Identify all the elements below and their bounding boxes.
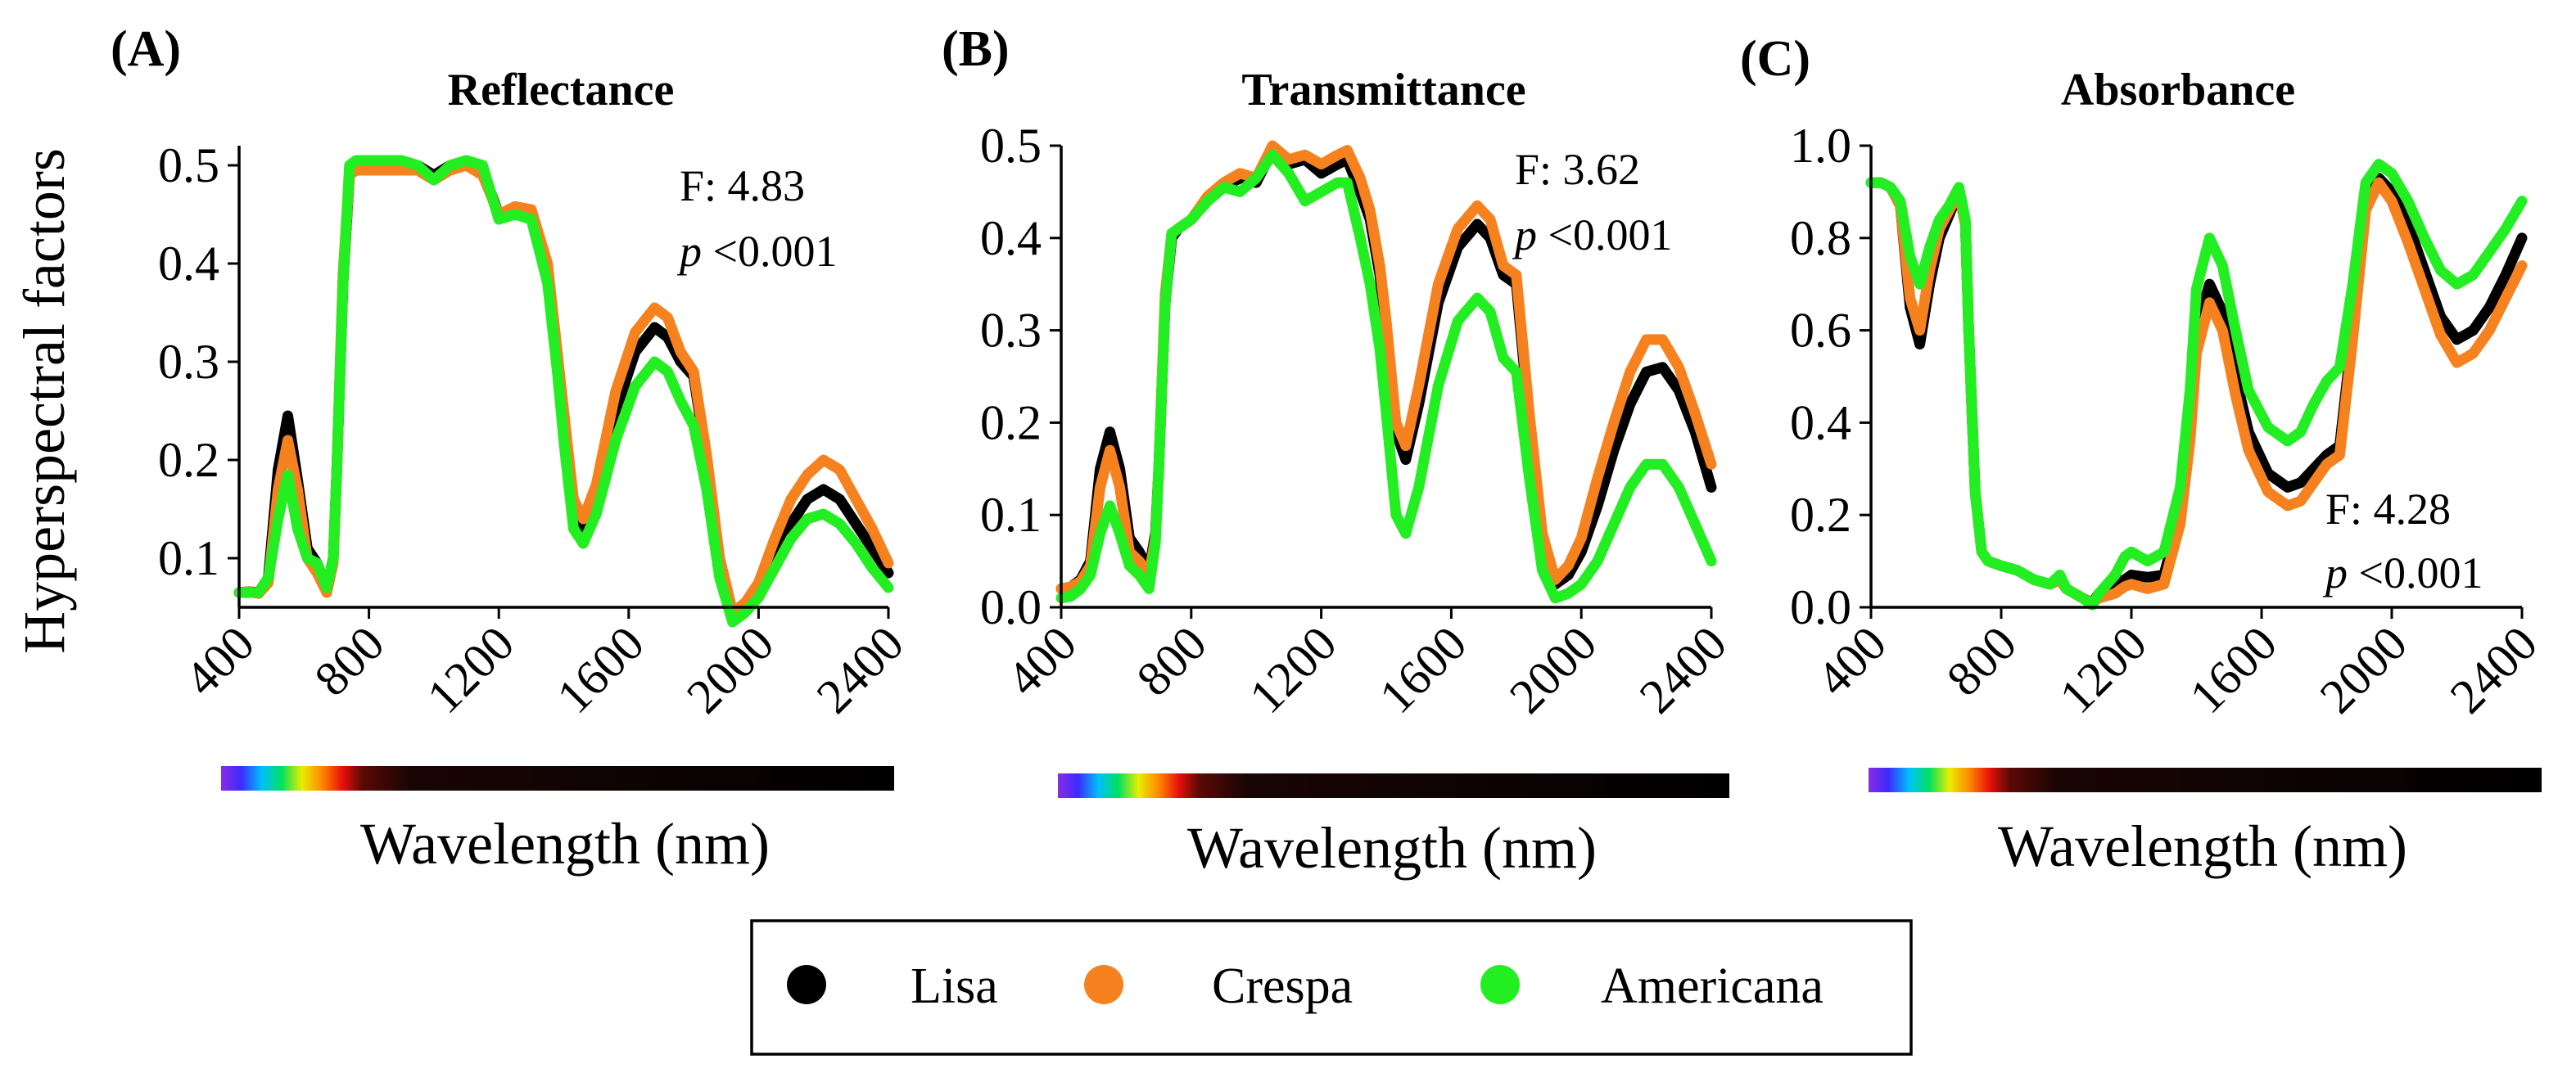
series-line-crespa [1055, 140, 1717, 594]
x-axis-title: Wavelength (nm) [1187, 815, 1597, 881]
y-tick-label: 0.5 [158, 138, 219, 192]
legend-marker-lisa [787, 965, 826, 1004]
spectrum-bar [221, 766, 894, 791]
legend-label-americana: Americana [1601, 958, 1824, 1014]
y-tick-label: 0.0 [980, 580, 1042, 634]
x-tick-label: 2000 [1499, 616, 1607, 724]
legend-label-crespa: Crespa [1212, 958, 1353, 1014]
x-tick-label: 400 [174, 616, 264, 706]
panel-reflectance: (A) Reflectance 0.1 0.2 0.3 0.4 0.5 400 800 120… [111, 21, 914, 877]
y-tick-label: 0.3 [158, 335, 219, 389]
y-tick-label: 0.1 [980, 488, 1042, 542]
stat-f-value: F: 3.62 [1515, 145, 1640, 194]
x-tick-label: 1200 [1239, 616, 1347, 724]
stat-p-threshold: <0.001 [2348, 548, 2483, 597]
y-tick-label: 0.5 [980, 119, 1042, 173]
stat-p-symbol: p [2322, 548, 2348, 597]
panel-letter: (B) [942, 21, 1010, 77]
panel-letter: (C) [1740, 31, 1810, 87]
x-tick-label: 2400 [1629, 616, 1738, 724]
x-tick-label: 1600 [1369, 616, 1477, 724]
legend-label-lisa: Lisa [911, 958, 998, 1014]
y-tick-label: 1.0 [1790, 119, 1851, 173]
x-tick-label: 1200 [417, 616, 525, 724]
legend-frame [750, 919, 1913, 1056]
stat-p-value: p <0.001 [1512, 210, 1672, 259]
x-tick-label: 2000 [2310, 616, 2418, 724]
x-tick-label: 1600 [2180, 616, 2288, 724]
x-tick-label: 1600 [546, 616, 654, 724]
x-tick-label: 1200 [2050, 616, 2158, 724]
y-tick-label: 0.1 [158, 531, 219, 585]
stat-p-threshold: <0.001 [702, 227, 837, 276]
x-tick-label: 2400 [807, 616, 915, 724]
x-tick-label: 800 [1937, 616, 2027, 706]
y-tick-label: 0.2 [158, 433, 219, 487]
y-tick-label: 0.4 [980, 211, 1042, 265]
y-tick-label: 0.8 [1790, 211, 1851, 265]
x-tick-label: 2000 [676, 616, 784, 724]
y-axis-title: Hyperspectral factors [11, 148, 77, 654]
series-line-americana [1055, 149, 1717, 604]
panel-letter: (A) [111, 21, 181, 77]
spectrum-bar [1058, 773, 1729, 798]
y-tick-label: 0.4 [158, 237, 219, 291]
spectrum-bar [1869, 768, 2542, 792]
stat-p-symbol: p [676, 227, 702, 276]
panel-title: Transmittance [1241, 65, 1525, 115]
stat-p-symbol: p [1512, 210, 1537, 259]
stat-f-value: F: 4.83 [680, 161, 805, 210]
y-tick-label: 0.6 [1790, 304, 1851, 358]
x-tick-label: 800 [1127, 616, 1217, 706]
legend-marker-crespa [1084, 965, 1123, 1004]
y-tick-label: 0.0 [1790, 580, 1851, 634]
y-tick-label: 0.3 [980, 304, 1042, 358]
series-line-americana [233, 155, 894, 628]
legend-marker-americana [1480, 965, 1520, 1004]
panel-title: Absorbance [2061, 65, 2295, 115]
x-axis-title: Wavelength (nm) [360, 811, 770, 877]
y-tick-label: 0.2 [980, 395, 1042, 449]
y-tick-label: 0.4 [1790, 395, 1851, 449]
x-tick-label: 2400 [2440, 616, 2548, 724]
y-tick-label: 0.2 [1790, 488, 1851, 542]
x-tick-label: 800 [304, 616, 394, 706]
x-axis-title: Wavelength (nm) [1998, 814, 2407, 879]
legend: Lisa Crespa Americana [750, 919, 1913, 1056]
stat-p-threshold: <0.001 [1537, 210, 1672, 259]
stat-p-value: p <0.001 [2322, 548, 2483, 597]
stat-f-value: F: 4.28 [2325, 485, 2451, 534]
stat-p-value: p <0.001 [676, 227, 837, 276]
panel-title: Reflectance [448, 65, 675, 115]
series-line-americana [1865, 159, 2528, 611]
